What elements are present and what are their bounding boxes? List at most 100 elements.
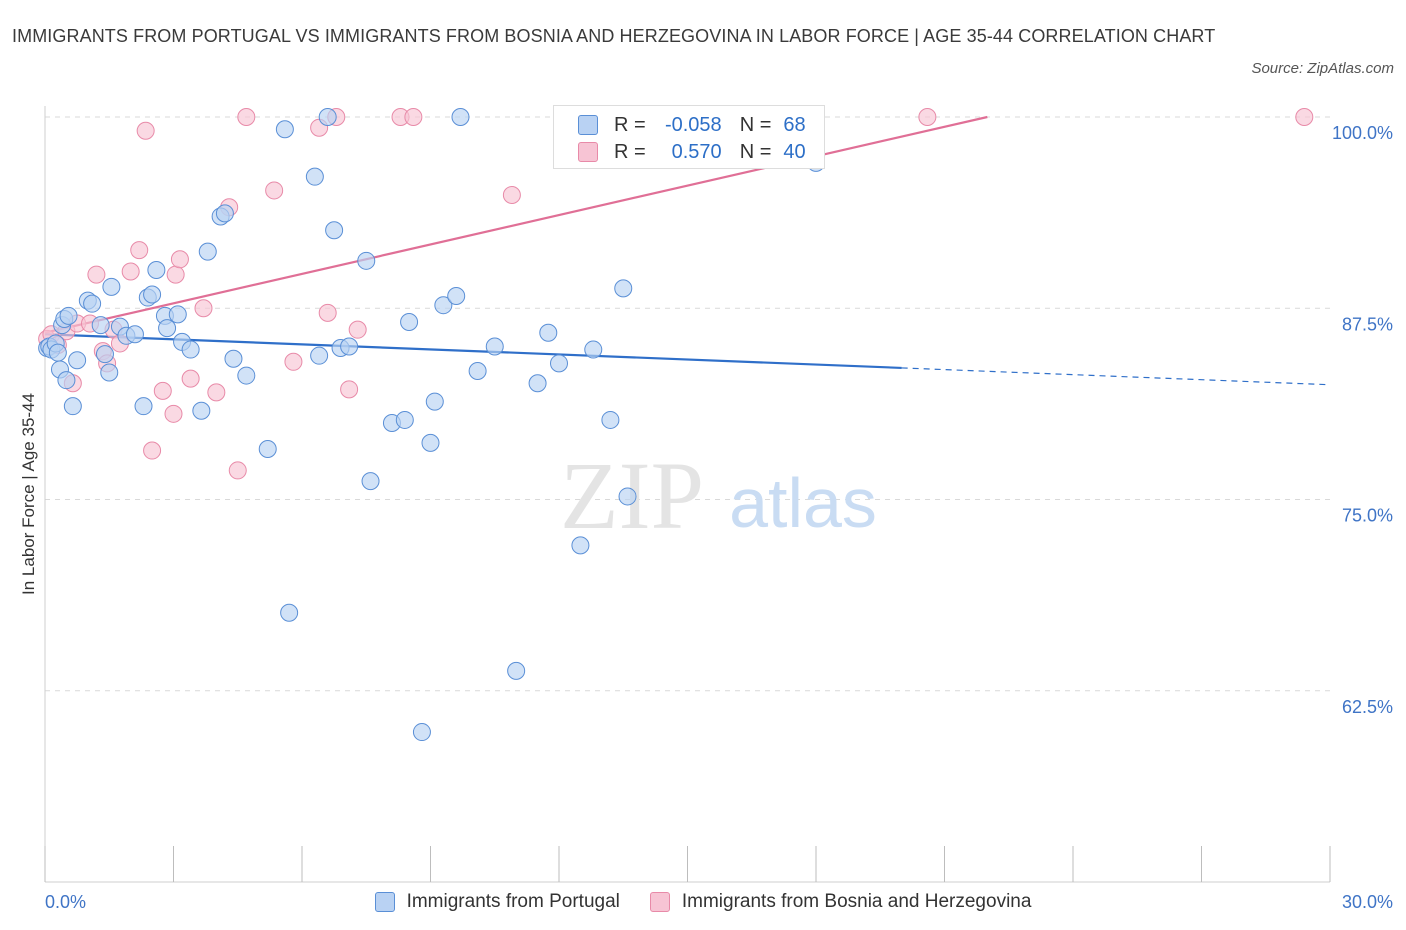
data-point-portugal [57, 371, 76, 390]
data-point-bosnia [143, 441, 162, 460]
data-point-portugal [83, 294, 102, 313]
legend-swatch-portugal [578, 115, 598, 135]
data-point-portugal [181, 340, 200, 359]
data-point-portugal [434, 296, 453, 315]
data-point-portugal [158, 319, 177, 338]
data-point-portugal [539, 323, 558, 342]
data-point-portugal [361, 472, 380, 491]
legend-row-portugal: R = -0.058 N = 68 [578, 113, 806, 137]
trend-line-bosnia [44, 115, 988, 334]
data-point-portugal [198, 242, 217, 261]
data-point-portugal [528, 374, 547, 393]
legend-r-label: R = [614, 113, 646, 136]
data-point-portugal [280, 603, 299, 622]
axes [44, 106, 1331, 883]
data-point-bosnia [502, 186, 521, 205]
data-point-bosnia [130, 241, 149, 260]
data-point-portugal [412, 723, 431, 742]
data-point-portugal [357, 251, 376, 270]
legend-r-value: -0.058 [664, 113, 722, 136]
legend-n-label: N = [739, 113, 772, 136]
data-point-bosnia [404, 108, 423, 126]
series-portugal-points [38, 108, 825, 742]
data-point-portugal [485, 337, 504, 356]
data-point-portugal [400, 313, 419, 332]
data-point-portugal [168, 305, 187, 324]
legend-r-value: 0.570 [671, 140, 722, 163]
y-tick-label: 100.0% [1332, 123, 1393, 143]
data-point-portugal [601, 410, 620, 429]
data-point-portugal [571, 536, 590, 555]
legend-swatch-bosnia [649, 892, 670, 912]
data-point-bosnia [87, 265, 106, 284]
data-point-bosnia [164, 404, 183, 423]
data-point-bosnia [340, 380, 359, 399]
legend-swatch-portugal [374, 892, 395, 912]
data-point-portugal [258, 440, 277, 459]
data-point-portugal [91, 316, 110, 335]
legend-n-label: N = [739, 140, 772, 163]
data-point-portugal [310, 346, 329, 365]
data-point-portugal [68, 351, 87, 370]
data-point-portugal [237, 366, 256, 385]
legend-n-value: 40 [783, 140, 806, 163]
data-point-portugal [147, 261, 166, 279]
data-point-portugal [102, 277, 121, 296]
data-point-bosnia [237, 108, 256, 126]
data-point-portugal [224, 349, 243, 368]
data-point-portugal [134, 397, 153, 416]
data-point-bosnia [207, 383, 226, 402]
series-legend: Immigrants from Portugal Immigrants from… [0, 889, 1406, 915]
data-point-portugal [395, 410, 414, 429]
legend-row-bosnia: R = 0.570 N = 40 [578, 140, 806, 164]
data-point-portugal [100, 363, 119, 382]
y-tick-label: 87.5% [1342, 314, 1393, 334]
data-point-portugal [507, 661, 526, 680]
data-point-portugal [340, 337, 359, 356]
source-label: Source: ZipAtlas.com [1251, 60, 1394, 77]
data-point-bosnia [181, 369, 200, 388]
data-point-bosnia [318, 303, 337, 322]
legend-r-label: R = [614, 140, 646, 163]
stats-legend: R = -0.058 N = 68 R = 0.570 N = 40 [553, 105, 825, 169]
data-point-portugal [125, 325, 144, 344]
data-point-bosnia [121, 262, 140, 281]
legend-item-bosnia[interactable]: Immigrants from Bosnia and Herzegovina [649, 891, 1032, 913]
data-point-portugal [48, 343, 67, 362]
data-point-portugal [318, 108, 337, 126]
legend-item-portugal[interactable]: Immigrants from Portugal [374, 891, 620, 913]
data-point-portugal [143, 285, 162, 304]
legend-label-bosnia: Immigrants from Bosnia and Herzegovina [681, 891, 1032, 912]
data-point-bosnia [194, 299, 213, 318]
data-point-portugal [305, 167, 324, 186]
data-point-bosnia [918, 108, 937, 126]
data-point-portugal [63, 397, 82, 416]
legend-swatch-bosnia [578, 142, 598, 162]
data-point-bosnia [166, 265, 185, 284]
data-point-bosnia [153, 381, 172, 400]
legend-label-portugal: Immigrants from Portugal [406, 891, 620, 912]
data-point-portugal [192, 401, 211, 420]
watermark: ZIP atlas [560, 442, 877, 549]
data-point-portugal [618, 487, 637, 506]
grid-lines [45, 116, 1330, 692]
data-point-bosnia [1295, 108, 1314, 126]
data-point-bosnia [170, 250, 189, 269]
data-point-portugal [215, 204, 234, 223]
data-point-portugal [325, 221, 344, 240]
data-point-portugal [425, 392, 444, 411]
data-point-portugal [95, 345, 114, 364]
y-tick-label: 62.5% [1342, 697, 1393, 717]
chart-title: IMMIGRANTS FROM PORTUGAL VS IMMIGRANTS F… [12, 26, 1216, 46]
data-point-portugal [584, 340, 603, 359]
trend-line-portugal-extension [901, 367, 1331, 386]
legend-n-value: 68 [783, 113, 806, 136]
y-axis-label: In Labor Force | Age 35-44 [19, 393, 38, 595]
y-tick-label: 75.0% [1342, 506, 1393, 526]
data-point-portugal [614, 279, 633, 298]
watermark-atlas: atlas [729, 464, 877, 542]
data-point-portugal [59, 306, 78, 325]
data-point-bosnia [136, 121, 155, 140]
data-point-portugal [275, 120, 294, 139]
data-point-portugal [447, 287, 466, 306]
